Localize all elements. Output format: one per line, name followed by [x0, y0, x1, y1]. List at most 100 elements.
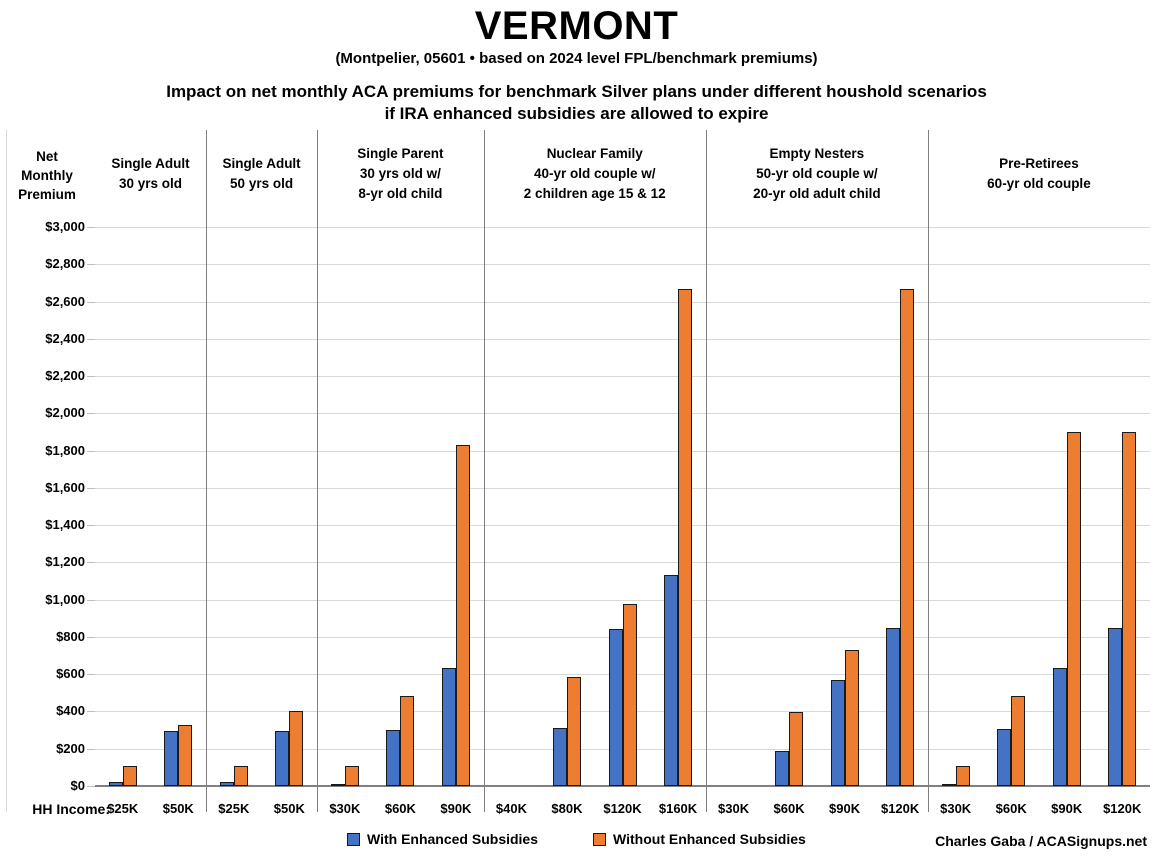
y-axis-tick: [87, 338, 95, 340]
x-tick-label: $120K: [603, 801, 642, 816]
y-tick-label: $800: [56, 628, 85, 644]
panel-title-line: Single Adult: [222, 156, 301, 171]
y-axis-tick: [87, 562, 95, 564]
gridline: [95, 301, 1150, 303]
bar-without-enhanced-subsidies: [622, 604, 637, 786]
x-tick-label: $90K: [1051, 801, 1083, 816]
bar-with-enhanced-subsidies: [275, 731, 290, 786]
panel-title-line: 50 yrs old: [230, 176, 294, 191]
y-tick-label: $2,000: [45, 405, 85, 421]
bar-with-enhanced-subsidies: [1108, 628, 1123, 786]
bar-without-enhanced-subsidies: [400, 696, 415, 786]
y-axis-tick: [87, 301, 95, 303]
bar-without-enhanced-subsidies: [678, 289, 693, 786]
gridline: [95, 413, 1150, 415]
panel-separator: [206, 130, 208, 812]
page-title: VERMONT: [474, 4, 679, 48]
y-axis-tick: [87, 450, 95, 452]
x-tick-label: $120K: [880, 801, 920, 816]
x-tick-label: $60K: [384, 801, 416, 816]
y-axis-tick: [87, 376, 95, 378]
gridline: [95, 487, 1150, 489]
gridline: [95, 450, 1150, 452]
y-axis-tick: [87, 711, 95, 713]
y-tick-label: $1,800: [45, 442, 85, 458]
x-tick-label: $90K: [440, 801, 472, 816]
panel-title-line: 40-yr old couple w/: [533, 166, 656, 181]
bar-without-enhanced-subsidies: [344, 766, 359, 786]
y-tick-label: $1,200: [45, 554, 85, 570]
panel-title-line: 30 yrs old: [119, 176, 183, 191]
x-tick-label: $30K: [329, 801, 361, 816]
panel-title-6: Pre-Retirees 60-yr old couple: [928, 140, 1150, 208]
y-axis-tick: [87, 487, 95, 489]
panel-title-line: Pre-Retirees: [999, 156, 1079, 171]
y-tick-label: $200: [56, 740, 85, 756]
panel-separator: [483, 130, 485, 812]
gridline: [95, 599, 1150, 601]
y-tick-label: $1,400: [45, 517, 85, 533]
bar-without-enhanced-subsidies: [955, 766, 970, 786]
x-axis-prefix-label: HH Income:: [32, 801, 110, 817]
panel-title-line: 50-yr old couple w/: [756, 166, 878, 181]
legend-label-without-subsidies: Without Enhanced Subsidies: [613, 831, 806, 847]
x-tick-label: $25K: [107, 801, 139, 816]
bar-without-enhanced-subsidies: [789, 712, 804, 786]
bar-with-enhanced-subsidies: [386, 730, 401, 786]
y-axis-title: Net Monthly Premium: [6, 142, 88, 208]
x-tick-label: $160K: [658, 801, 698, 816]
panel-title-line: 30 yrs old w/: [359, 166, 441, 181]
bar-with-enhanced-subsidies: [441, 668, 456, 786]
bar-with-enhanced-subsidies: [830, 680, 845, 786]
bar-without-enhanced-subsidies: [1011, 696, 1026, 786]
bar-with-enhanced-subsidies: [219, 782, 234, 786]
bar-without-enhanced-subsidies: [289, 711, 304, 786]
panel-title-line: 2 children age 15 & 12: [523, 186, 666, 201]
x-tick-label: $80K: [551, 801, 583, 816]
y-tick-label: $2,200: [45, 368, 85, 384]
panel-title-line: Nuclear Family: [546, 146, 643, 161]
y-axis-tick: [87, 636, 95, 638]
legend-swatch-blue-icon: [347, 832, 360, 846]
x-tick-label: $40K: [495, 801, 527, 816]
y-axis-title-line: Net: [36, 148, 58, 164]
panel-title-line: Empty Nesters: [769, 146, 865, 161]
bar-without-enhanced-subsidies: [1122, 432, 1137, 786]
y-axis-tick: [87, 674, 95, 676]
panel-title-line: 20-yr old adult child: [753, 186, 881, 201]
bar-without-enhanced-subsidies: [844, 650, 859, 786]
chart-heading-line2: if IRA enhanced subsidies are allowed to…: [384, 104, 769, 123]
bar-with-enhanced-subsidies: [775, 751, 790, 786]
bar-with-enhanced-subsidies: [608, 629, 623, 786]
x-tick-label: $90K: [829, 801, 861, 816]
y-tick-label: $2,600: [45, 293, 85, 309]
y-axis-tick: [87, 264, 95, 266]
legend: With Enhanced Subsidies Without Enhanced…: [347, 831, 806, 847]
x-tick-label: $60K: [995, 801, 1027, 816]
bar-with-enhanced-subsidies: [108, 782, 123, 786]
x-tick-label: $50K: [273, 801, 305, 816]
bar-without-enhanced-subsidies: [1066, 432, 1081, 786]
gridline: [95, 562, 1150, 564]
bar-with-enhanced-subsidies: [886, 628, 901, 786]
credit-text: Charles Gaba / ACASignups.net: [935, 833, 1147, 849]
y-tick-label: $600: [56, 666, 85, 682]
bar-without-enhanced-subsidies: [122, 766, 137, 786]
y-tick-label: $3,000: [45, 219, 85, 234]
legend-label-with-subsidies: With Enhanced Subsidies: [367, 831, 539, 847]
panel-title-1: Single Adult 30 yrs old: [95, 140, 206, 208]
y-axis-tick: [87, 748, 95, 750]
y-axis-tick: [87, 227, 95, 228]
bar-without-enhanced-subsidies: [566, 677, 581, 786]
panel-title-line: 8-yr old child: [358, 186, 443, 201]
bar-with-enhanced-subsidies: [552, 728, 567, 786]
bar-with-enhanced-subsidies: [997, 729, 1012, 786]
bar-without-enhanced-subsidies: [455, 445, 470, 786]
y-axis-title-line: Premium: [18, 186, 76, 202]
y-tick-label: $1,000: [45, 591, 85, 607]
bar-without-enhanced-subsidies: [900, 289, 915, 786]
panel-title-line: Single Parent: [357, 146, 444, 161]
bar-with-enhanced-subsidies: [330, 784, 345, 786]
x-tick-label: $30K: [940, 801, 972, 816]
gridline: [95, 376, 1150, 378]
